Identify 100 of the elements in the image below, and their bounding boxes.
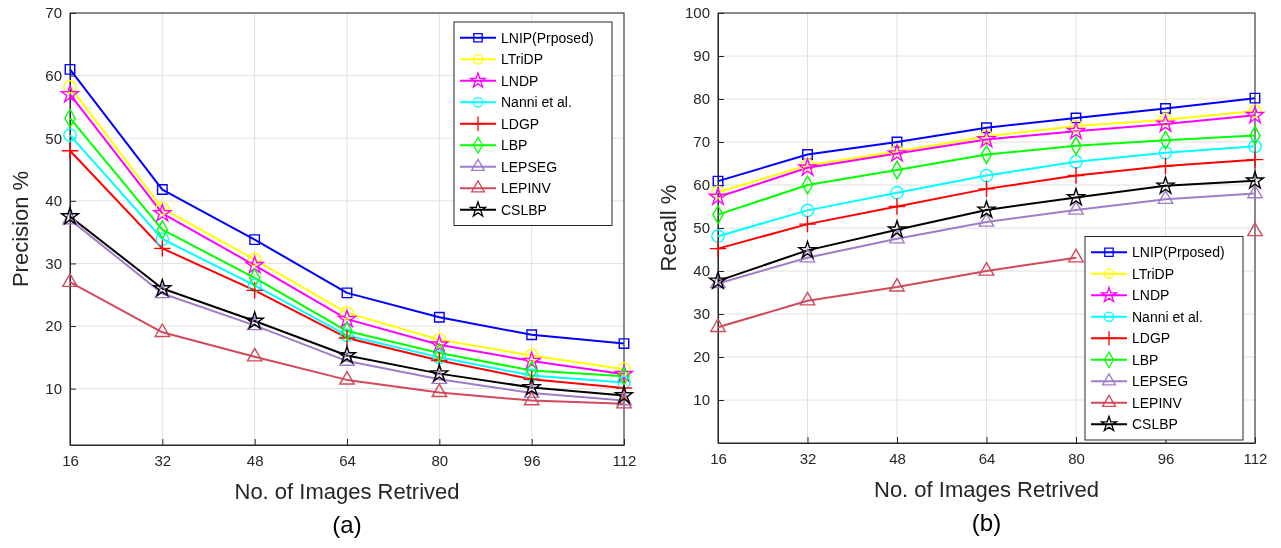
legend-label: LDGP xyxy=(501,115,540,132)
point xyxy=(245,281,264,300)
point xyxy=(245,311,264,329)
legend-label: LNDP xyxy=(1132,287,1170,304)
text: (a) xyxy=(332,511,362,538)
point xyxy=(341,287,353,299)
text: (b) xyxy=(971,509,1002,536)
point xyxy=(1245,171,1265,189)
point xyxy=(430,363,449,382)
point xyxy=(337,309,357,328)
point xyxy=(888,197,906,216)
legend-label: LBP xyxy=(501,137,528,154)
y-tick-label: 40 xyxy=(693,262,710,280)
point xyxy=(1160,103,1171,114)
legend-label: CSLBP xyxy=(501,201,547,218)
point xyxy=(1249,92,1261,104)
point xyxy=(61,141,79,160)
point xyxy=(526,329,538,341)
point xyxy=(1069,154,1083,169)
point xyxy=(615,379,633,397)
point xyxy=(1245,105,1265,124)
x-tick-label: 64 xyxy=(339,451,356,469)
point xyxy=(431,383,448,398)
y-tick-label: 80 xyxy=(693,90,710,108)
point xyxy=(887,220,907,238)
point xyxy=(1158,145,1173,160)
y-tick-label: 10 xyxy=(45,379,62,397)
y-tick-label: 70 xyxy=(45,4,62,22)
point xyxy=(614,364,634,383)
point xyxy=(799,248,816,263)
x-tick-label: 112 xyxy=(612,451,637,469)
point xyxy=(709,239,727,258)
point xyxy=(153,203,172,222)
point xyxy=(246,347,263,362)
x-tick-label: 80 xyxy=(431,451,449,469)
point xyxy=(432,350,447,365)
point xyxy=(798,215,817,234)
point xyxy=(977,200,996,218)
point xyxy=(800,203,815,218)
point xyxy=(890,185,904,200)
x-tick-label: 16 xyxy=(62,451,79,469)
point xyxy=(1066,121,1086,140)
legend-label: LEPSEG xyxy=(1132,373,1189,390)
y-tick-label: 30 xyxy=(693,305,710,323)
point xyxy=(63,128,77,142)
x-tick-label: 64 xyxy=(978,449,996,467)
x-tick-label: 96 xyxy=(1157,449,1175,467)
point xyxy=(155,232,170,246)
point xyxy=(522,351,541,370)
point xyxy=(246,316,263,331)
point xyxy=(247,278,262,293)
point xyxy=(978,212,995,227)
point xyxy=(156,184,168,195)
point xyxy=(978,261,995,276)
point xyxy=(431,370,448,385)
point xyxy=(617,375,631,390)
point xyxy=(153,239,172,258)
x-tick-label: 32 xyxy=(154,451,172,469)
y-tick-label: 40 xyxy=(45,192,62,210)
y-tick-label: 50 xyxy=(693,219,710,237)
y-axis-title: Precision % xyxy=(8,170,33,288)
point xyxy=(1157,190,1174,205)
point xyxy=(430,351,449,370)
point xyxy=(799,291,816,306)
point xyxy=(1246,150,1264,169)
legend-label: Nanni et al. xyxy=(501,94,572,111)
point xyxy=(153,278,172,297)
point xyxy=(1068,200,1084,215)
point xyxy=(60,84,80,103)
point xyxy=(337,345,357,364)
point xyxy=(522,370,541,389)
point xyxy=(1247,222,1263,237)
point xyxy=(249,234,261,246)
point xyxy=(712,175,724,187)
legend-label: LNIP(Prposed) xyxy=(501,29,594,46)
legend-label: LBP xyxy=(1132,351,1159,368)
point xyxy=(710,318,726,333)
point xyxy=(979,168,994,183)
point xyxy=(523,391,540,406)
y-axis-title: Recall % xyxy=(656,184,681,272)
x-tick-label: 48 xyxy=(246,451,264,469)
x-tick-label: 48 xyxy=(889,449,906,467)
y-tick-label: 10 xyxy=(693,391,710,409)
point xyxy=(1247,184,1263,199)
point xyxy=(1156,157,1175,175)
y-tick-label: 30 xyxy=(45,254,62,272)
point xyxy=(1066,187,1086,206)
point xyxy=(981,122,992,134)
point xyxy=(708,187,728,205)
x-tick-label: 80 xyxy=(1068,449,1085,467)
point xyxy=(889,277,905,292)
point xyxy=(524,368,539,383)
point xyxy=(711,229,725,244)
x-axis-title: No. of Images Retrived xyxy=(234,479,460,504)
point xyxy=(977,179,996,198)
point xyxy=(339,370,355,385)
legend-label: LEPSEG xyxy=(501,158,558,175)
y-tick-label: 90 xyxy=(693,47,710,65)
y-tick-label: 70 xyxy=(693,133,710,151)
y-tick-label: 20 xyxy=(45,317,62,335)
